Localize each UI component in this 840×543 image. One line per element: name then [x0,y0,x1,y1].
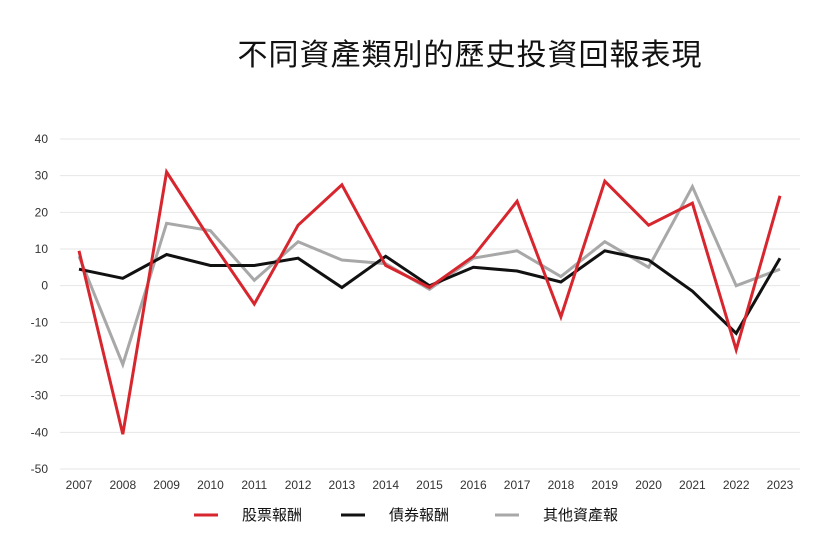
y-axis-ticks: 40 30 20 10 0 -10 -20 -30 -40 -50 [31,132,49,476]
x-tick-label: 2015 [416,478,443,492]
y-tick-label: 20 [35,205,49,219]
legend-label-0: 股票報酬 [242,506,302,524]
x-tick-label: 2007 [66,478,93,492]
x-tick-label: 2008 [109,478,136,492]
y-tick-label: -10 [31,315,49,329]
legend-label-1: 債券報酬 [389,506,449,524]
grid-lines [60,138,800,470]
x-tick-label: 2011 [241,478,267,492]
y-tick-label: 0 [41,279,48,293]
y-tick-label: -30 [31,389,49,403]
y-tick-label: 40 [35,132,49,146]
y-tick-label: -50 [31,462,49,476]
legend-label-2: 其他資產報 [543,506,618,524]
y-tick-label: -40 [31,425,49,439]
legend: 股票報酬 債券報酬 其他資產報 [194,506,618,524]
x-tick-label: 2016 [460,478,487,492]
x-tick-label: 2019 [591,478,618,492]
x-tick-label: 2021 [679,478,706,492]
x-tick-label: 2020 [635,478,662,492]
series-line-1 [78,249,782,336]
x-tick-label: 2017 [504,478,531,492]
x-tick-label: 2010 [197,478,224,492]
series-lines [77,167,782,435]
series-line-0 [77,167,782,435]
x-tick-label: 2018 [548,478,575,492]
x-tick-label: 2014 [372,478,399,492]
x-axis-ticks: 2007 2008 2009 2010 2011 2012 2013 2014 2015 2016… [66,478,794,492]
x-tick-label: 2023 [767,478,794,492]
series-line-2 [77,183,781,369]
y-tick-label: 10 [35,242,49,256]
x-tick-label: 2022 [723,478,750,492]
x-tick-label: 2012 [285,478,312,492]
y-tick-label: -20 [31,352,49,366]
y-tick-label: 30 [35,169,49,183]
x-tick-label: 2009 [153,478,180,492]
x-tick-label: 2013 [329,478,356,492]
chart-title: 不同資產類別的歷史投資回報表現 [237,38,703,73]
